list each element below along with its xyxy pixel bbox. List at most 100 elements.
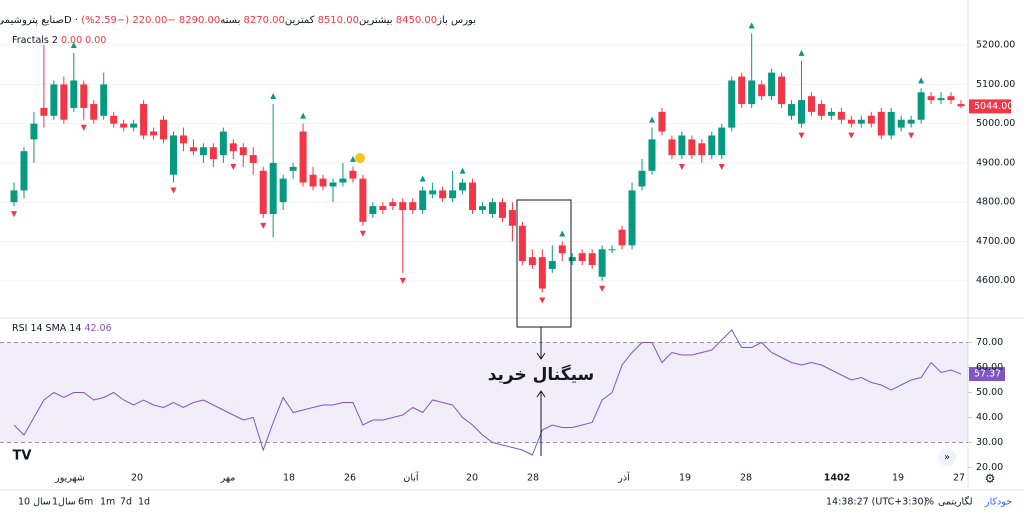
candle-body (598, 249, 606, 277)
candle-body (279, 178, 287, 203)
candle-body (439, 190, 447, 199)
fractal-down (230, 164, 237, 170)
candle-body (479, 206, 487, 211)
candle-body (768, 72, 776, 97)
rsi-tick-label: 70.00 (976, 337, 1003, 348)
fractal-up (70, 42, 77, 48)
candle-body (748, 80, 756, 105)
log[interactable]: لگاریتمی (938, 496, 973, 508)
fractal-up (748, 22, 755, 29)
candle-body (459, 182, 467, 191)
candle-body (189, 147, 197, 152)
auto[interactable]: خودکار (984, 497, 1012, 508)
rsi-tick-label: 30.00 (976, 437, 1003, 448)
fractal-down (599, 285, 606, 292)
candle-body (319, 178, 327, 187)
rsi-legend: RSI 14 SMA 14 42.06 (12, 323, 112, 334)
range-button[interactable]: 6m (78, 497, 93, 508)
candle-body (588, 253, 596, 265)
header: صنایع پتروشیمی خلیج فارس · 1D · بورس باز… (0, 15, 476, 334)
candle-body (169, 135, 177, 175)
candle-body (518, 225, 526, 262)
candle-body (140, 104, 148, 136)
fractals-values: 0.00 0.00 (61, 35, 106, 46)
low-label: کمترین (285, 15, 315, 26)
candle-body (827, 111, 835, 116)
close-label: بسته (220, 15, 240, 26)
fractal-up (300, 112, 307, 119)
y-tick-label: 4800.00 (976, 197, 1015, 208)
candle-body (807, 96, 815, 112)
scroll-button[interactable] (938, 448, 956, 466)
candle-body (50, 84, 58, 116)
range-button[interactable]: 1سال (52, 497, 76, 508)
candle-body (389, 202, 397, 207)
range-button[interactable]: 1d (138, 497, 150, 508)
candle-body (359, 178, 367, 222)
candle-body (857, 119, 865, 124)
candle-body (528, 257, 536, 265)
candle-body (618, 229, 626, 246)
y-tick-label: 4900.00 (976, 157, 1015, 168)
rsi-tick-label: 20.00 (976, 462, 1003, 473)
candle-body (219, 131, 227, 156)
range-button[interactable]: 7d (120, 497, 132, 508)
percent[interactable]: % (925, 497, 934, 508)
marks: 5044.00 57.37 (10, 22, 1013, 456)
candle-body (259, 170, 267, 214)
high: 8510.00 (318, 15, 359, 26)
candle-body (867, 115, 875, 124)
x-tick-label: 19 (892, 473, 904, 484)
candle-body (20, 151, 28, 191)
arrow-up-head (536, 390, 546, 398)
candle-body (758, 84, 766, 97)
candle-body (628, 190, 636, 246)
candle-body (399, 202, 407, 211)
candle-body (847, 119, 855, 124)
candle-body (668, 139, 676, 156)
alert-dot (355, 153, 365, 163)
candle-body (558, 245, 566, 254)
candle-body (379, 206, 387, 211)
candle-body (299, 131, 307, 183)
annotation: سیگنال خرید (488, 364, 595, 385)
range-button[interactable]: 1m (100, 497, 115, 508)
grid (0, 44, 972, 468)
x-tick-label: 28 (527, 473, 539, 484)
header-line: صنایع پتروشیمی خلیج فارس · 1D · بورس باز… (0, 15, 476, 26)
candle-body (10, 190, 18, 203)
x-tick-label: 26 (344, 473, 356, 484)
x-tick-label: 19 (679, 473, 691, 484)
rsi-name: RSI 14 SMA 14 (12, 323, 81, 334)
fractals-name: Fractals 2 (12, 35, 58, 46)
range-button[interactable]: سال 10 (18, 497, 51, 508)
candle-body (698, 143, 706, 156)
fractal-down (678, 164, 685, 170)
candle-body (150, 131, 158, 136)
candle-body (887, 111, 895, 136)
candle-body (708, 135, 716, 156)
candle-body (329, 182, 337, 187)
candle-body (788, 104, 796, 116)
candle-body (229, 143, 237, 152)
fractal-up (648, 116, 655, 123)
candle-body (429, 190, 437, 195)
fractal-up (798, 49, 805, 56)
scroll-icon[interactable]: » (944, 452, 950, 463)
rsi-line (13, 329, 962, 456)
time: 14:38:27 (UTC+3:30) (826, 497, 927, 508)
candle-body (249, 155, 257, 163)
fractal-down (908, 132, 915, 139)
candle-body (449, 190, 457, 199)
settings-icon[interactable]: ⚙ (985, 472, 996, 486)
candle-body (927, 96, 935, 101)
x-tick-label: 28 (740, 473, 752, 484)
x-tick-label: 27 (953, 473, 965, 484)
candle-body (548, 261, 556, 269)
fractal-down (848, 132, 855, 139)
fractal-down (798, 132, 805, 139)
candle-body (339, 178, 347, 183)
x-tick-label: 1402 (824, 473, 850, 484)
candle-body (638, 170, 646, 187)
